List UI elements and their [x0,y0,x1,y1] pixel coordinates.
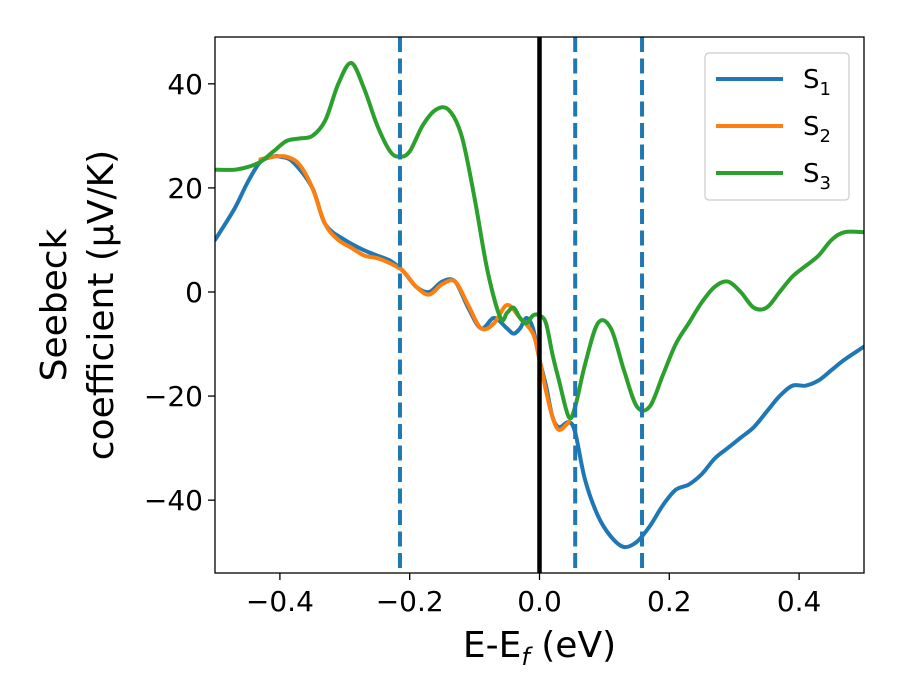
x-tick-label: 0.4 [777,585,822,618]
x-tick-label: 0.0 [517,585,562,618]
y-axis-label-line2: coefficient (μV/K) [81,150,122,460]
x-tick-label: 0.2 [647,585,692,618]
y-tick-label: 40 [167,68,203,101]
vertical-lines [397,37,645,573]
series-line-s2 [258,154,571,432]
legend-label-s1: S1 [803,65,831,100]
legend-label-s2: S2 [803,112,831,147]
x-axis-label: E-Ef (eV) [463,625,616,671]
y-tick-label: −20 [144,380,203,413]
y-axis-label-line1: Seebeck [34,228,75,381]
y-tick-label: 20 [167,172,203,205]
legend-label-s3: S3 [803,159,831,194]
x-tick-label: −0.2 [376,585,444,618]
y-tick-label: 0 [185,276,203,309]
x-axis-label-suffix: (eV) [530,625,616,666]
series-line-s3 [215,61,864,421]
x-tick-label: −0.4 [246,585,314,618]
x-axis-label-main: E-E [463,625,521,666]
axis-ticks: −0.4 −0.2 0.0 0.2 0.4 −40 −20 0 20 40 [144,68,821,618]
legend: S1 S2 S3 [704,52,850,201]
y-tick-label: −40 [144,484,203,517]
